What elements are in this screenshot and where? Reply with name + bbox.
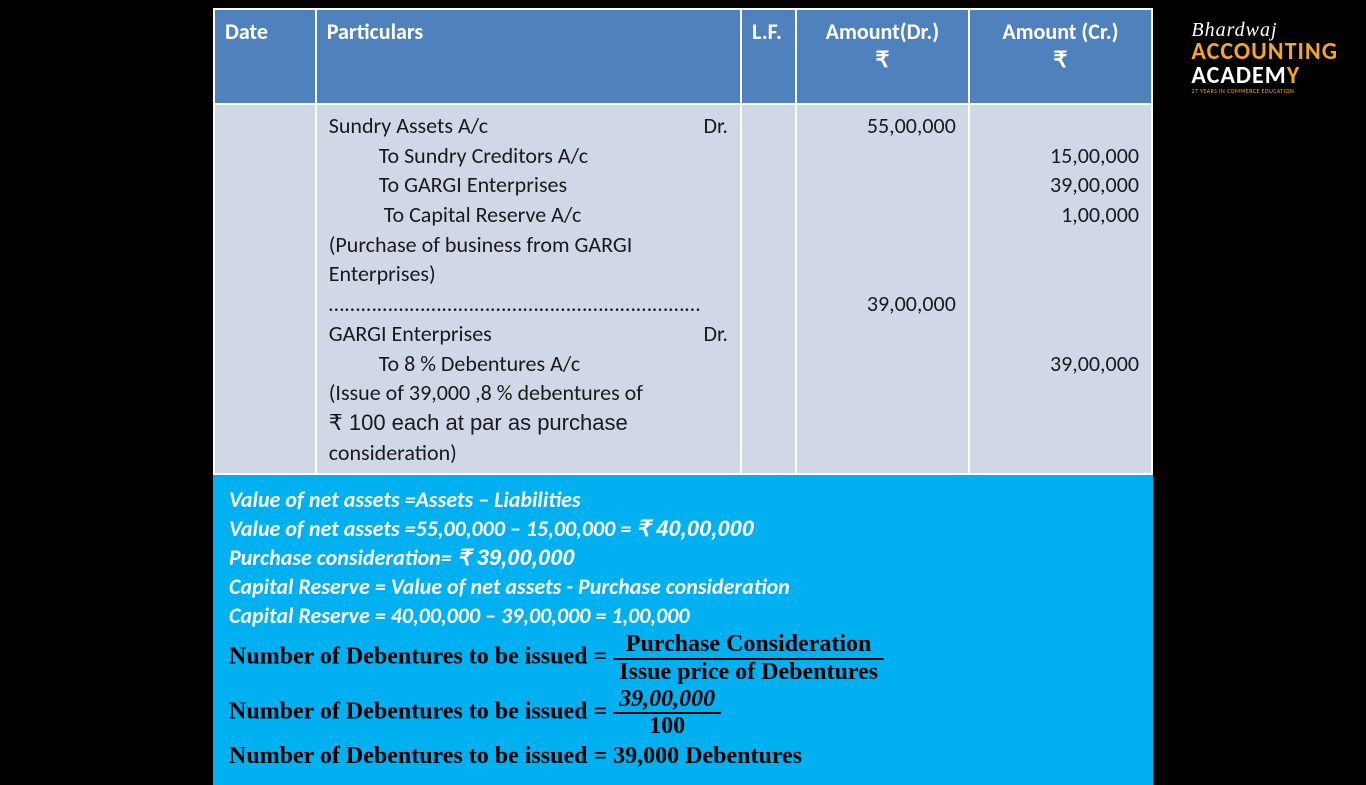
amt-cr3: 1,00,000 bbox=[982, 200, 1139, 230]
entry2-narration-1: (Issue of 39,000 ,8 % debentures of bbox=[329, 378, 728, 408]
entry1-to1: To Sundry Creditors A/c bbox=[329, 141, 728, 171]
entry1-to3: To Capital Reserve A/c bbox=[329, 200, 728, 230]
entry1-to2: To GARGI Enterprises bbox=[329, 170, 728, 200]
amt-cr2: 39,00,000 bbox=[982, 170, 1139, 200]
equation-3: Number of Debentures to be issued = 39,0… bbox=[229, 741, 1137, 773]
calc-l1a: Value of net assets bbox=[229, 486, 405, 513]
eq2-fraction: 39,00,000 100 bbox=[613, 687, 721, 739]
journal-table: Date Particulars L.F. Amount(Dr.) ₹ Amou… bbox=[213, 8, 1153, 475]
logo-line3: ACADEMY bbox=[1191, 64, 1338, 88]
logo-word-ing: ING bbox=[1298, 37, 1339, 66]
logo-tagline: 27 YEARS IN COMMERCE EDUCATION bbox=[1191, 88, 1338, 94]
eq3-sign: = bbox=[587, 743, 613, 769]
rupee-symbol-cr: ₹ bbox=[1053, 47, 1067, 72]
logo-word-y: Y bbox=[1287, 61, 1300, 90]
col-cr-header: Amount (Cr.) ₹ bbox=[969, 9, 1152, 104]
cell-cr: 15,00,000 39,00,000 1,00,000 39,00,000 bbox=[969, 104, 1152, 474]
cell-dr: 55,00,000 39,00,000 bbox=[796, 104, 969, 474]
brand-logo: Bhardwaj ACCOUNTING ACADEMY 27 YEARS IN … bbox=[1191, 20, 1338, 94]
entry1-narration-2: Enterprises) bbox=[329, 259, 728, 289]
journal-body-row: Sundry Assets A/c Dr. To Sundry Creditor… bbox=[214, 104, 1152, 474]
eq1-denominator: Issue price of Debentures bbox=[613, 660, 884, 685]
entry2-narration-2-text: ₹ 100 each at par as purchase bbox=[329, 410, 628, 435]
calc-l2c: ₹ 40,00,000 bbox=[636, 516, 754, 541]
entry2-dr-tag: Dr. bbox=[703, 319, 728, 349]
entry1-narration-1: (Purchase of business from GARGI bbox=[329, 230, 728, 260]
eq3-lhs: Number of Debentures to be issued bbox=[229, 743, 587, 769]
amt-cr4: 39,00,000 bbox=[982, 349, 1139, 379]
eq1-sign: = bbox=[587, 644, 613, 670]
entry2-narration-2: ₹ 100 each at par as purchase bbox=[329, 408, 728, 438]
col-date-header: Date bbox=[214, 9, 316, 104]
calc-l3b: ₹ 39,00,000 bbox=[457, 545, 575, 570]
cell-date bbox=[214, 104, 316, 474]
equation-1: Number of Debentures to be issued = Purc… bbox=[229, 632, 1137, 684]
content-area: Date Particulars L.F. Amount(Dr.) ₹ Amou… bbox=[213, 8, 1153, 785]
entry2-account: GARGI Enterprises bbox=[329, 319, 492, 349]
equation-2: Number of Debentures to be issued = 39,0… bbox=[229, 687, 1137, 739]
amt-dr1: 55,00,000 bbox=[809, 111, 956, 141]
eq2-denominator: 100 bbox=[613, 714, 721, 739]
logo-word-academ: ACADEM bbox=[1191, 61, 1286, 90]
eq1-numerator: Purchase Consideration bbox=[613, 632, 884, 659]
eq2-lhs: Number of Debentures to be issued bbox=[229, 698, 587, 724]
cell-lf bbox=[741, 104, 796, 474]
col-lf-header: L.F. bbox=[741, 9, 796, 104]
cell-particulars: Sundry Assets A/c Dr. To Sundry Creditor… bbox=[316, 104, 741, 474]
calc-line1: Value of net assets =Assets – Liabilitie… bbox=[229, 485, 1137, 514]
entry1-account: Sundry Assets A/c bbox=[329, 111, 488, 141]
entry2-narration-3: consideration) bbox=[329, 438, 728, 468]
col-dr-header: Amount(Dr.) ₹ bbox=[796, 9, 969, 104]
amt-cr1: 15,00,000 bbox=[982, 141, 1139, 171]
calc-l1b: =Assets – Liabilities bbox=[405, 486, 581, 513]
eq1-lhs: Number of Debentures to be issued bbox=[229, 644, 587, 670]
calc-l2a: Value of net assets bbox=[229, 515, 405, 542]
calc-l2b: =55,00,000 – 15,00,000 = bbox=[405, 515, 637, 542]
entry1-dr-tag: Dr. bbox=[703, 111, 728, 141]
calc-line4: Capital Reserve = Value of net assets - … bbox=[229, 572, 1137, 601]
calc-line2: Value of net assets =55,00,000 – 15,00,0… bbox=[229, 514, 1137, 543]
entry2-to1: To 8 % Debentures A/c bbox=[329, 349, 728, 379]
col-particulars-header: Particulars bbox=[316, 9, 741, 104]
amt-dr2: 39,00,000 bbox=[809, 289, 956, 319]
calc-line5: Capital Reserve = 40,00,000 – 39,00,000 … bbox=[229, 601, 1137, 630]
rupee-symbol-dr: ₹ bbox=[875, 47, 889, 72]
eq2-sign: = bbox=[587, 698, 613, 724]
header-row: Date Particulars L.F. Amount(Dr.) ₹ Amou… bbox=[214, 9, 1152, 104]
cr-label: Amount (Cr.) bbox=[1002, 18, 1118, 45]
dr-label: Amount(Dr.) bbox=[826, 18, 939, 45]
calc-line3: Purchase consideration= ₹ 39,00,000 bbox=[229, 543, 1137, 572]
calculation-box: Value of net assets =Assets – Liabilitie… bbox=[213, 475, 1153, 785]
separator-dots: …………………………………………………………… bbox=[329, 289, 728, 319]
calc-l3a: Purchase consideration= bbox=[229, 544, 457, 571]
eq2-numerator: 39,00,000 bbox=[613, 687, 721, 714]
eq3-rhs: 39,000 Debentures bbox=[613, 743, 802, 769]
eq1-fraction: Purchase Consideration Issue price of De… bbox=[613, 632, 884, 684]
